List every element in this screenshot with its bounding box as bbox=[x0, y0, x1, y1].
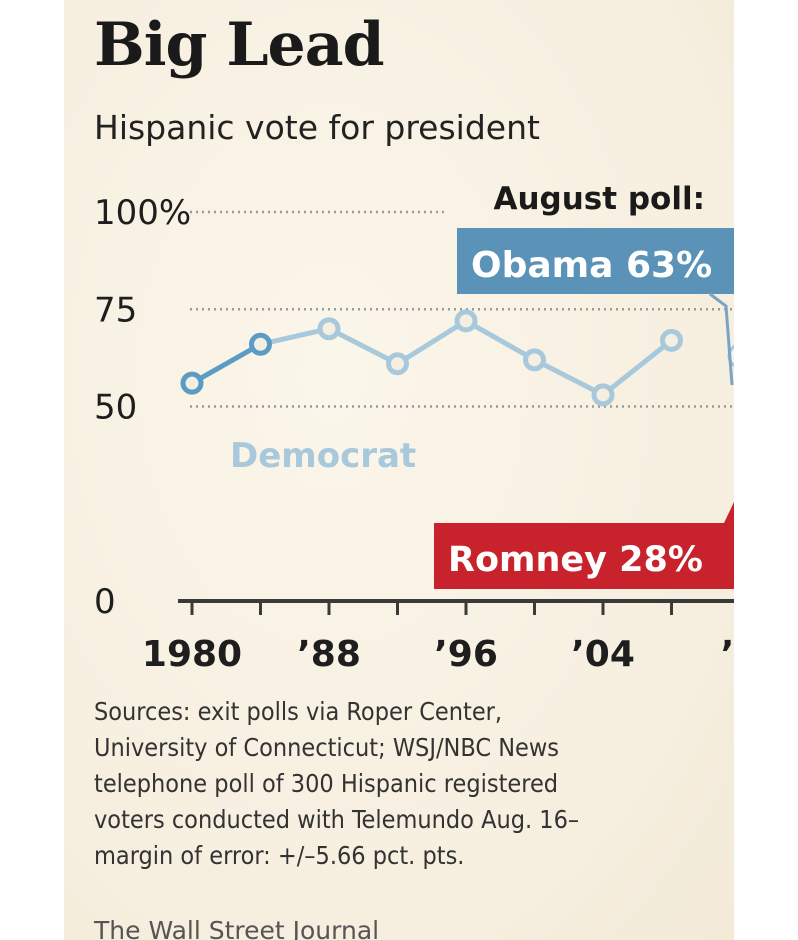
sources-note: Sources: exit polls via Roper Center, Un… bbox=[94, 694, 734, 874]
data-point bbox=[591, 383, 615, 407]
chart-subtitle: Hispanic vote for president bbox=[94, 108, 540, 147]
data-point bbox=[317, 317, 341, 341]
series-label: Democrat bbox=[230, 436, 416, 476]
obama-label: Obama 63% bbox=[471, 245, 712, 286]
y-tick-label: 100% bbox=[94, 193, 191, 233]
y-tick-label: 75 bbox=[94, 290, 137, 330]
credit: The Wall Street Journal bbox=[94, 916, 380, 940]
data-point bbox=[180, 371, 204, 395]
grid-lines bbox=[190, 210, 734, 408]
x-tick-label: ’1 bbox=[721, 634, 734, 675]
data-point bbox=[660, 328, 683, 352]
sources-line: Sources: exit polls via Roper Center, bbox=[94, 697, 503, 726]
sources-line: telephone poll of 300 Hispanic registere… bbox=[94, 769, 559, 798]
chart-title: Big Lead bbox=[94, 10, 385, 80]
data-point bbox=[386, 352, 409, 376]
data-point bbox=[454, 309, 478, 333]
romney-leader bbox=[704, 502, 734, 523]
x-tick-label: ’88 bbox=[297, 634, 361, 675]
y-axis-labels: 100% 75 50 0 bbox=[94, 193, 191, 622]
sources-line: voters conducted with Telemundo Aug. 16– bbox=[94, 805, 580, 834]
chart-panel: Big Lead Hispanic vote for president 100… bbox=[64, 0, 734, 940]
y-tick-label: 50 bbox=[94, 388, 137, 428]
x-axis bbox=[178, 599, 734, 615]
x-tick-label: ’04 bbox=[571, 634, 635, 675]
sources-line: margin of error: +/–5.66 pct. pts. bbox=[94, 841, 465, 870]
obama-box bbox=[457, 228, 734, 294]
obama-leader bbox=[709, 292, 734, 386]
line-chart: 100% 75 50 0 1980 ’88 ’96 ’04 ’1 Democrat Augus… bbox=[94, 181, 734, 675]
data-point bbox=[249, 332, 272, 356]
series-democrat: Democrat bbox=[180, 309, 734, 476]
sources-line: University of Connecticut; WSJ/NBC News bbox=[94, 733, 559, 762]
x-tick-label: 1980 bbox=[142, 634, 242, 675]
x-tick-label: ’96 bbox=[434, 634, 498, 675]
x-axis-labels: 1980 ’88 ’96 ’04 ’1 bbox=[142, 634, 734, 675]
series-segment bbox=[190, 342, 262, 386]
data-point bbox=[523, 348, 546, 372]
y-tick-label: 0 bbox=[94, 582, 116, 622]
romney-box bbox=[434, 523, 734, 589]
romney-label: Romney 28% bbox=[448, 540, 703, 580]
poll-heading: August poll: bbox=[493, 181, 705, 217]
poll-annotations: August poll: Obama 63% Romney 28% bbox=[434, 181, 734, 589]
